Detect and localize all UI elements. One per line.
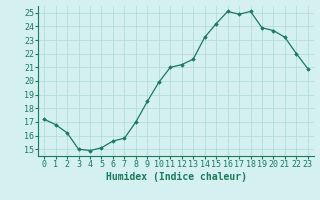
X-axis label: Humidex (Indice chaleur): Humidex (Indice chaleur): [106, 172, 246, 182]
